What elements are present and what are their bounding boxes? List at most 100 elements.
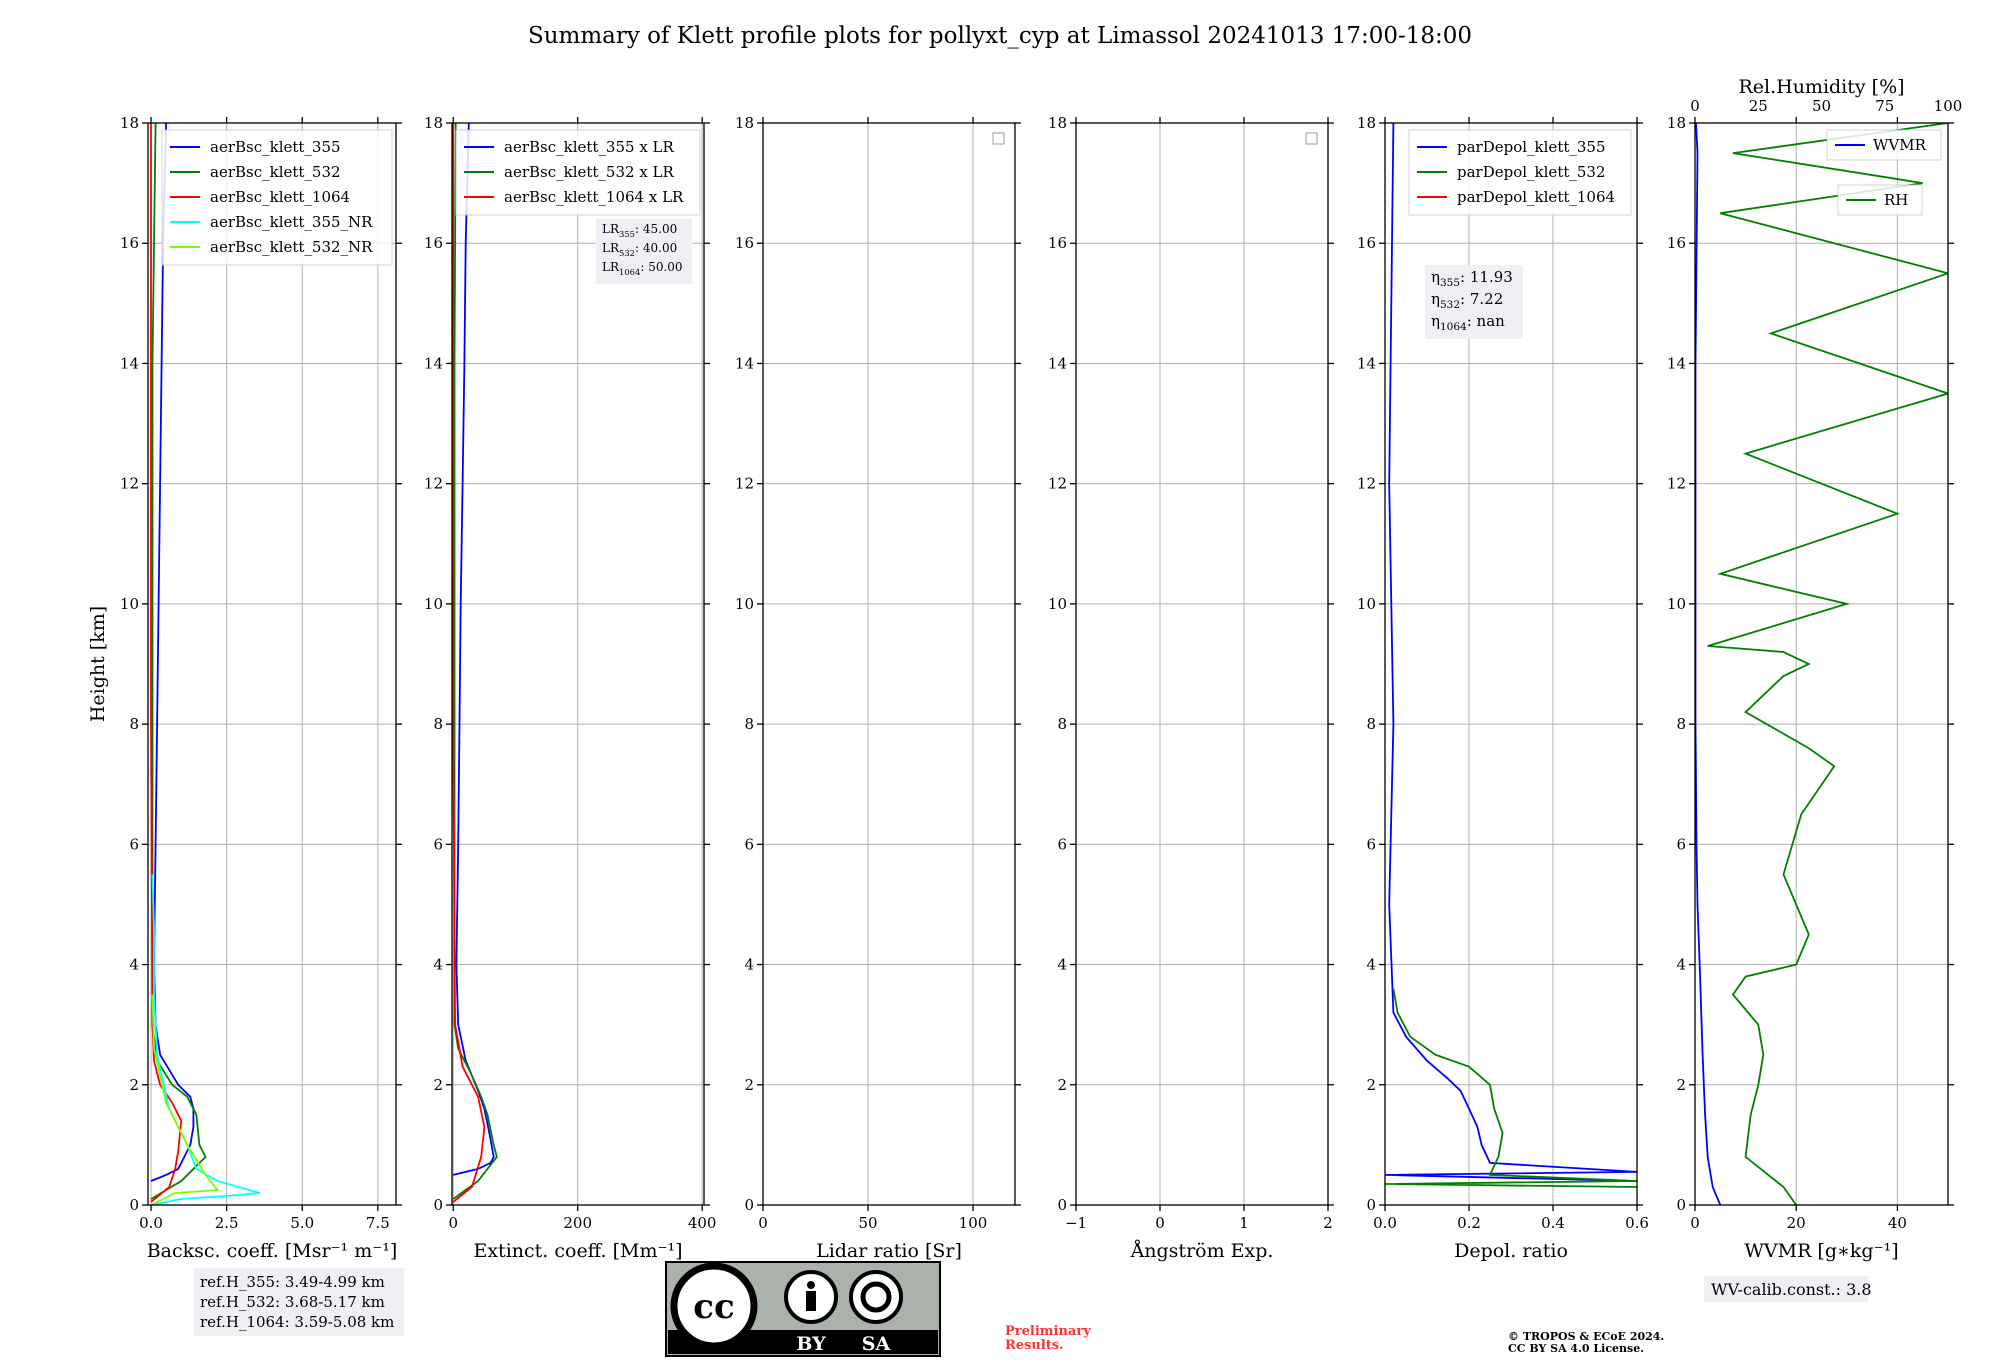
x-tick-label: 0.0	[139, 1214, 163, 1232]
x-tick-label: 0.6	[1625, 1214, 1649, 1232]
annotation-line: η1064: nan	[1431, 312, 1505, 333]
y-tick-label: 18	[1357, 114, 1376, 132]
y-tick-label: 14	[735, 354, 754, 372]
y-tick-label: 0	[744, 1196, 754, 1214]
x2-axis-label: Rel.Humidity [%]	[1738, 76, 1904, 98]
y-tick-label: 6	[129, 835, 139, 853]
y-tick-label: 0	[1366, 1196, 1376, 1214]
preliminary-label: Preliminary	[1005, 1324, 1091, 1339]
annotation-line: η355: 11.93	[1431, 268, 1513, 289]
annotation-line: LR355: 45.00	[602, 222, 677, 239]
x2-tick-label: 50	[1812, 97, 1831, 115]
x-axis-label: Extinct. coeff. [Mm⁻¹]	[473, 1240, 682, 1262]
axes-frame	[1694, 122, 1949, 1206]
legend-label: aerBsc_klett_532	[210, 163, 341, 181]
x-tick-label: 2.5	[215, 1214, 239, 1232]
y-tick-label: 12	[1357, 475, 1376, 493]
y-tick-label: 8	[1057, 715, 1067, 733]
x-tick-label: 50	[858, 1214, 877, 1232]
sa-share-icon	[849, 1270, 903, 1324]
x-axis-label: Ångström Exp.	[1130, 1240, 1274, 1262]
y-tick-label: 2	[1676, 1076, 1686, 1094]
axes-frame	[762, 122, 1016, 1206]
annotation-line: LR1064: 50.00	[602, 260, 683, 277]
series-group	[1695, 123, 1948, 1205]
empty-legend	[992, 132, 1005, 145]
legend-label: aerBsc_klett_355_NR	[210, 213, 373, 231]
figure-title: Summary of Klett profile plots for polly…	[528, 23, 1472, 49]
y-tick-label: 6	[1676, 835, 1686, 853]
panel-wvmr: 0 20 40 0 2 4 6 8 10 12 14 16 18 WVMR [g∗kg⁻¹] 0 25 50 75…	[1667, 76, 1962, 1262]
y-tick-label: 4	[1366, 956, 1376, 974]
panel-bsc: 0.0 2.5 5.0 7.5 0 2 4 6 8 10 12 14 16 18 Backsc. coeff…	[87, 114, 402, 1262]
ref-height-box: ref.H_355: 3.49-4.99 km ref.H_532: 3.68-…	[194, 1268, 404, 1336]
y-tick-label: 10	[120, 595, 139, 613]
y-tick-label: 8	[744, 715, 754, 733]
y-tick-label: 14	[1667, 354, 1686, 372]
annotation-box: LR355: 45.00 LR532: 40.00 LR1064: 50.00	[596, 219, 692, 284]
series-RH	[1707, 123, 1948, 1205]
y-tick-label: 0	[433, 1196, 443, 1214]
legend-label: aerBsc_klett_355	[210, 138, 341, 156]
y-tick-label: 10	[1048, 595, 1067, 613]
x2-tick-label: 100	[1934, 97, 1963, 115]
axes-frame	[147, 122, 397, 1206]
ref-height-1064: ref.H_1064: 3.59-5.08 km	[200, 1313, 394, 1331]
series-WVMR	[1695, 123, 1722, 1205]
y-tick-label: 10	[1357, 595, 1376, 613]
annotation-line: LR532: 40.00	[602, 241, 677, 258]
legend-label: parDepol_klett_1064	[1457, 188, 1615, 206]
y-tick-label: 6	[1366, 835, 1376, 853]
y-tick-label: 4	[744, 956, 754, 974]
y-tick-label: 14	[1048, 354, 1067, 372]
y-tick-label: 2	[1057, 1076, 1067, 1094]
annotation-line: η532: 7.22	[1431, 290, 1503, 311]
y-tick-label: 12	[424, 475, 443, 493]
x-axis-label: Backsc. coeff. [Msr⁻¹ m⁻¹]	[147, 1240, 398, 1262]
series-aerBsc_klett_355 x LR	[452, 123, 495, 1176]
x-tick-label: 200	[563, 1214, 592, 1232]
y-tick-label: 18	[1667, 114, 1686, 132]
legend-label: WVMR	[1873, 136, 1927, 154]
y-tick-label: 14	[424, 354, 443, 372]
legend-label: aerBsc_klett_532_NR	[210, 238, 373, 256]
legend-label: RH	[1884, 191, 1908, 209]
panel-lr: 0 50 100 0 2 4 6 8 10 12 14 16 18 Lidar ratio [Sr]	[735, 114, 1021, 1262]
y-tick-label: 10	[1667, 595, 1686, 613]
y-tick-label: 6	[744, 835, 754, 853]
x2-tick-label: 75	[1875, 97, 1894, 115]
series-aerBsc_klett_355_NR	[150, 874, 261, 1205]
ref-height-532: ref.H_532: 3.68-5.17 km	[200, 1293, 385, 1311]
y-tick-label: 18	[424, 114, 443, 132]
series-group	[452, 123, 498, 1203]
series-aerBsc_klett_1064 x LR	[452, 123, 486, 1203]
x-tick-label: 0	[1690, 1214, 1700, 1232]
y-tick-label: 4	[129, 956, 139, 974]
x-tick-label: 5.0	[290, 1214, 314, 1232]
results-label: Results.	[1005, 1338, 1064, 1353]
legend: parDepol_klett_355 parDepol_klett_532 parD…	[1408, 129, 1632, 216]
cc-logo-text: cc	[693, 1287, 734, 1327]
cc-license-badge[interactable]: cc BY SA	[665, 1261, 941, 1357]
y-tick-label: 6	[1057, 835, 1067, 853]
legend: WVMR RH	[1826, 129, 1942, 216]
y-tick-label: 14	[1357, 354, 1376, 372]
y-tick-label: 8	[433, 715, 443, 733]
y-tick-label: 14	[120, 354, 139, 372]
y-tick-label: 0	[129, 1196, 139, 1214]
y-tick-label: 6	[433, 835, 443, 853]
wv-calib-box: WV-calib.const.: 3.8	[1704, 1276, 1872, 1302]
legend-label: aerBsc_klett_355 x LR	[504, 138, 675, 156]
legend-label: parDepol_klett_355	[1457, 138, 1606, 156]
y-tick-label: 2	[129, 1076, 139, 1094]
copyright-line-1: © TROPOS & ECoE 2024.	[1508, 1330, 1664, 1343]
legend-label: parDepol_klett_532	[1457, 163, 1606, 181]
y-tick-label: 4	[1676, 956, 1686, 974]
series-parDepol_klett_532	[1385, 988, 1637, 1188]
x-axis-label: WVMR [g∗kg⁻¹]	[1744, 1240, 1898, 1262]
legend-label: aerBsc_klett_1064	[210, 188, 350, 206]
y-tick-label: 16	[735, 234, 754, 252]
